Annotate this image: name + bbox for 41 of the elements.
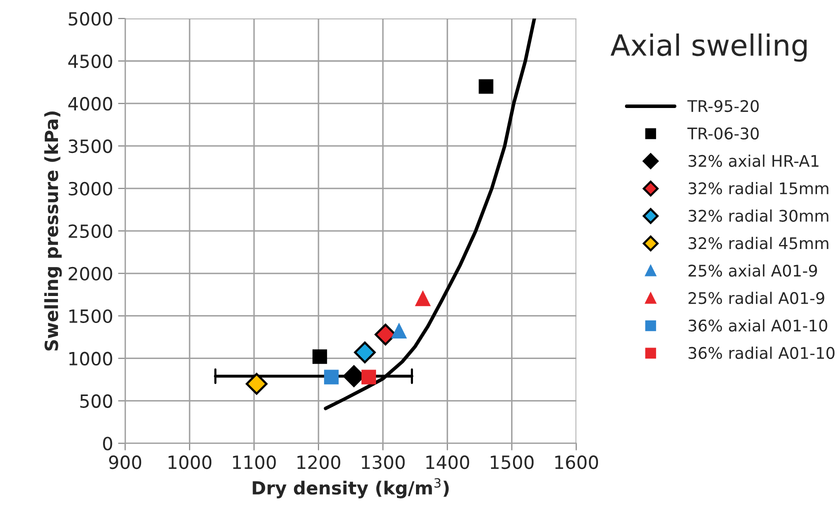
legend-label: TR-06-30 [687,127,759,140]
x-tick-label: 1600 [555,455,598,470]
legend-label: 32% radial 30mm [688,209,828,222]
point [361,370,376,384]
point [374,324,396,346]
y-tick-label: 1500 [69,309,112,323]
point [416,292,430,306]
x-tick-label: 1500 [490,455,534,470]
y-tick-label: 500 [80,394,112,408]
y-tick-label: 2000 [68,266,112,281]
y-tick-label: 4500 [68,54,112,68]
point [324,370,339,384]
point [478,79,494,94]
x-tick-label: 900 [109,455,142,470]
y-tick-label: 5000 [68,12,112,26]
legend-label: 32% radial 15mm [688,182,828,194]
legend-label: 25% axial A01-9 [688,264,818,277]
legend-label: 32% radial 45mm [688,236,828,250]
x-axis-title: Dry density (kg/m$^{3}$) [252,478,449,498]
y-tick-label: 3500 [68,139,112,154]
x-tick-label: 1300 [362,455,405,470]
y-tick-label: 0 [103,436,112,450]
legend-label: TR-95-20 [687,100,759,112]
text: Axial swelling [610,33,807,62]
point [246,372,268,395]
y-tick-label: 3000 [68,182,112,196]
legend-label: 25% radial A01-9 [688,292,824,304]
legend-label: 36% axial A01-10 [688,319,828,332]
y-tick-label: 2500 [68,224,112,238]
x-tick-label: 1400 [426,455,470,470]
x-tick-label: 1200 [297,455,340,470]
legend-label: 32% axial HR-A1 [688,154,818,167]
y-axis-title: Swelling pressure (kPa) [44,112,62,351]
point [354,342,376,364]
y-tick-label: 1000 [69,352,112,366]
x-tick-label: 1100 [233,455,276,470]
y-tick-label: 4000 [68,96,112,111]
point [392,324,406,338]
point [312,349,328,364]
legend-label: 36% radial A01-10 [688,346,834,360]
x-tick-label: 1000 [168,455,212,470]
